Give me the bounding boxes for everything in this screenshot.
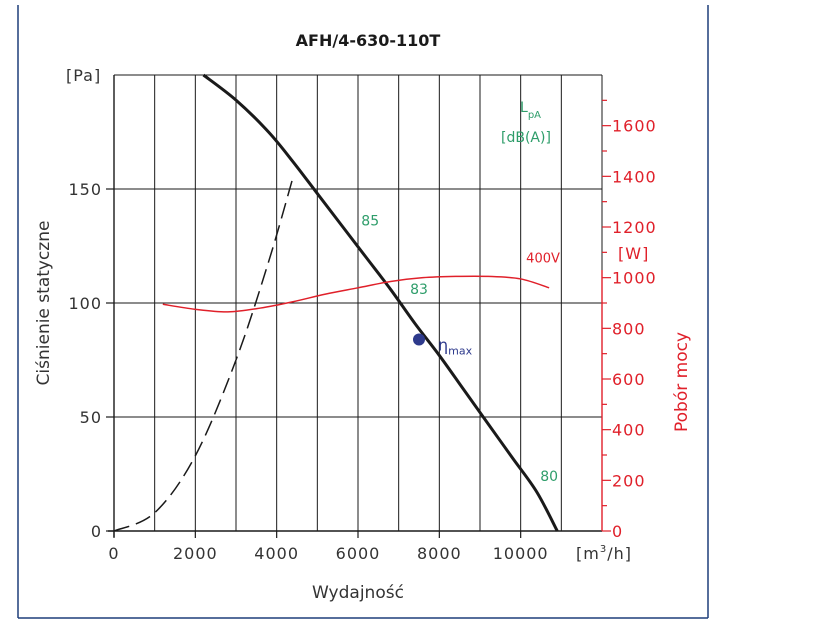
eta-max-point	[413, 333, 425, 346]
y2-tick-label: 800	[612, 319, 646, 338]
chart-title: AFH/4-630-110T	[296, 31, 441, 50]
fan-curve	[202, 73, 559, 532]
grid	[108, 74, 603, 537]
y-tick-label: 150	[68, 180, 102, 199]
system-curve	[113, 177, 294, 532]
y2-tick-label: 1400	[612, 167, 657, 186]
x-unit: [m3/h]	[576, 544, 632, 563]
power-curve-400v	[162, 275, 550, 313]
y2-tick-label: 1600	[612, 117, 657, 136]
y2-tick-label: 400	[612, 421, 646, 440]
y-axis-label: Ciśnienie statyczne	[34, 221, 54, 386]
y-tick-label: 0	[91, 522, 102, 541]
y2-axis-label: Pobór mocy	[672, 332, 692, 432]
y2-tick-label: 200	[612, 471, 646, 490]
y2-tick-label: 600	[612, 370, 646, 389]
y2-tick-label: 1000	[612, 269, 657, 288]
sound-level-label: 85	[361, 213, 379, 229]
sound-level-heading: LpA	[520, 100, 541, 121]
x-tick-label: 4000	[254, 544, 299, 563]
x-tick-label: 8000	[417, 544, 462, 563]
x-axis: 0 2000 4000 6000 8000 10000	[108, 531, 548, 563]
x-tick-label: 6000	[336, 544, 381, 563]
y-tick-label: 100	[68, 294, 102, 313]
x-tick-label: 0	[108, 544, 119, 563]
sound-level-unit: [dB(A)]	[501, 130, 551, 146]
sound-level-label: 80	[540, 469, 558, 485]
power-series-label: 400V	[526, 251, 560, 266]
y-unit: [Pa]	[66, 66, 101, 85]
y2-tick-label: 0	[612, 522, 623, 541]
x-axis-label: Wydajność	[312, 583, 404, 603]
series-layer	[113, 73, 559, 532]
y2-tick-label: 1200	[612, 218, 657, 237]
x-tick-label: 10000	[493, 544, 549, 563]
eta-max-label: ηmax	[438, 335, 473, 357]
annotations: 85 83 80 ηmax 400V	[361, 213, 560, 484]
sound-level-label: 83	[410, 282, 428, 298]
y2-axis: 0 200 400 600 800 1000 1200 1400 1600	[602, 99, 657, 541]
x-tick-label: 2000	[173, 544, 218, 563]
y-tick-label: 50	[80, 408, 102, 427]
y-axis: 0 50 100 150	[68, 180, 114, 541]
y2-unit: [W]	[618, 244, 649, 263]
